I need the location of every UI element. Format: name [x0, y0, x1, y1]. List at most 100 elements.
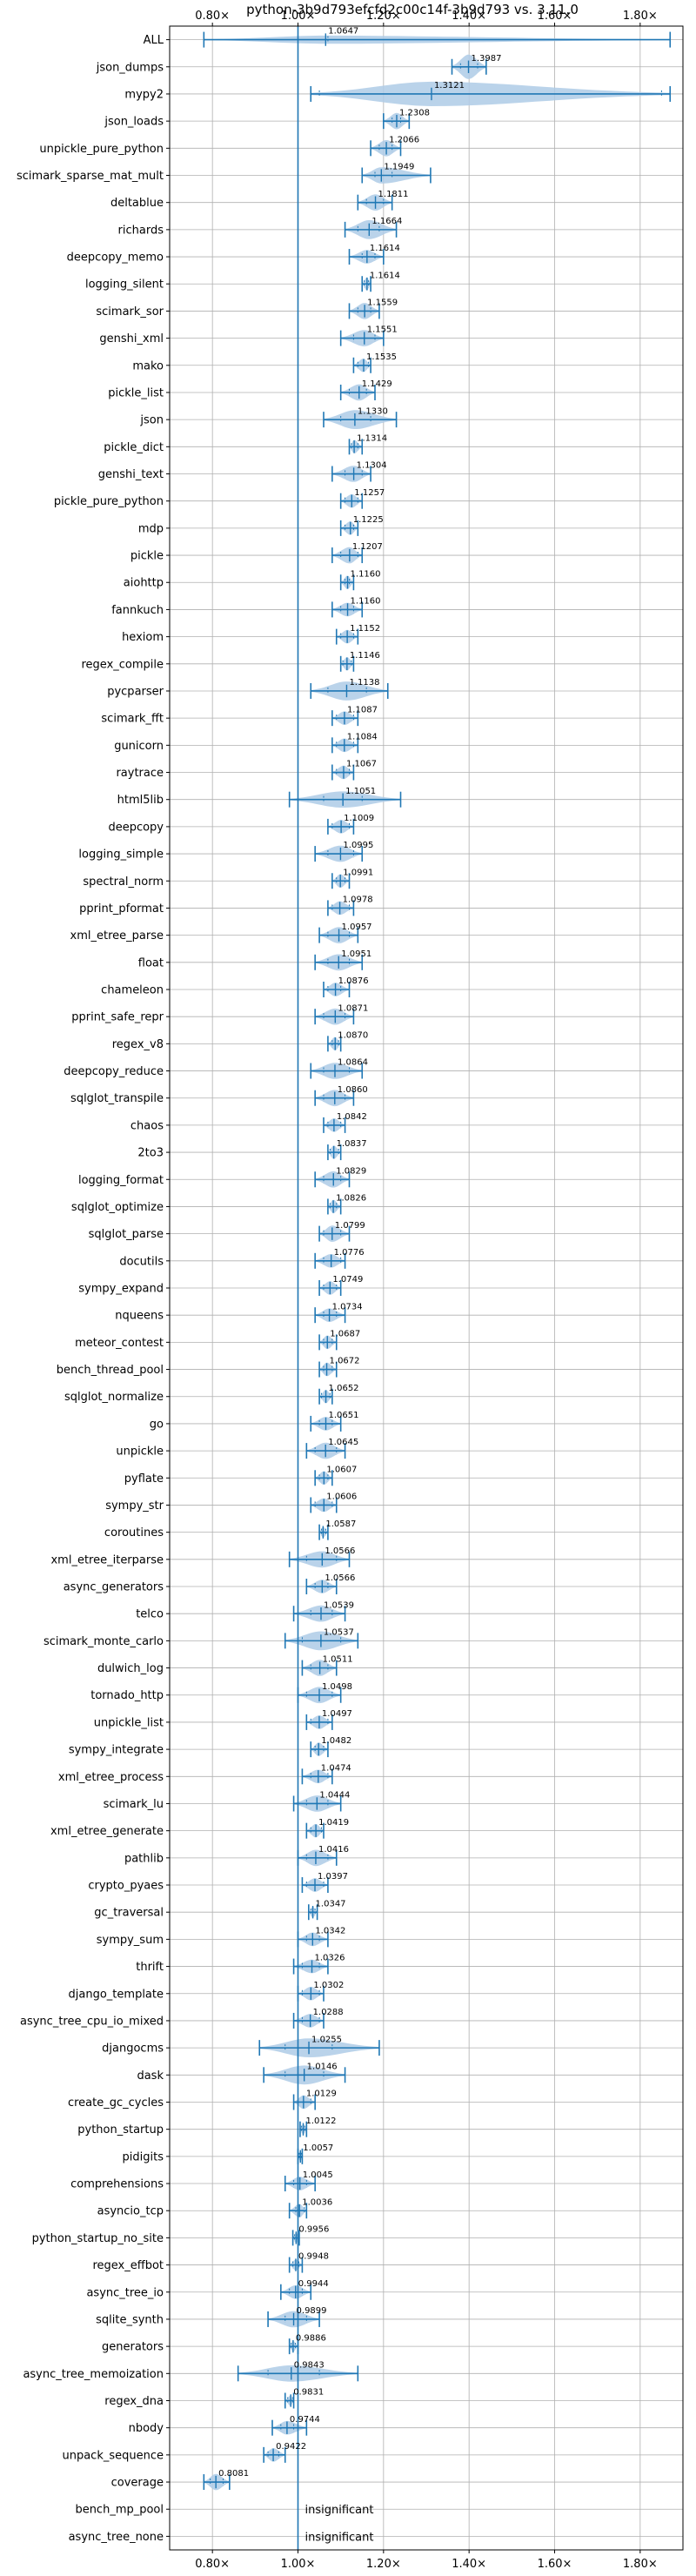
value-label: 0.8081 — [218, 2469, 249, 2479]
y-tick-label: mypy2 — [124, 88, 164, 101]
y-tick-label: pyflate — [124, 1472, 164, 1486]
y-tick-label: genshi_text — [98, 468, 164, 481]
value-label: 1.1207 — [352, 542, 383, 552]
y-tick-label: pycparser — [107, 685, 164, 698]
value-label: 1.0129 — [306, 2090, 337, 2099]
value-label: 1.0864 — [338, 1058, 368, 1068]
value-label: 1.3121 — [434, 81, 465, 91]
y-tick-label: nbody — [129, 2422, 164, 2435]
value-label: 1.0734 — [332, 1302, 363, 1311]
value-label: 1.0876 — [338, 976, 369, 986]
value-label: 1.0842 — [337, 1112, 367, 1122]
value-label: 1.1330 — [358, 406, 388, 416]
y-tick-label: html5lib — [117, 794, 164, 807]
y-tick-label: gunicorn — [114, 740, 164, 753]
value-label: 1.1304 — [357, 461, 387, 471]
y-tick-label: logging_format — [78, 1174, 164, 1187]
y-tick-label: scimark_sparse_mat_mult — [17, 170, 164, 183]
value-label: 1.0687 — [330, 1330, 360, 1339]
x-tick-label-top: 0.80× — [195, 10, 230, 23]
plot-frame — [169, 25, 684, 2551]
value-label: 1.0397 — [318, 1872, 348, 1882]
y-tick-label: scimark_fft — [101, 713, 164, 726]
chart-title: python-3b9d793efcfd2c00c14f-3b9d793 vs. … — [246, 2, 579, 17]
y-tick-label: asyncio_tcp — [97, 2205, 164, 2218]
y-tick-label: deltablue — [110, 197, 164, 210]
y-tick-label: xml_etree_parse — [70, 929, 164, 943]
y-tick-label: bench_thread_pool — [57, 1364, 164, 1377]
value-label: 1.1009 — [344, 814, 374, 823]
y-tick-label: json_dumps — [96, 61, 164, 74]
value-label: 1.1614 — [370, 271, 400, 280]
value-label: 1.0497 — [322, 1709, 352, 1719]
y-tick-label: xml_etree_generate — [50, 1825, 164, 1838]
value-label: 1.0419 — [318, 1818, 349, 1828]
y-tick-label: float — [138, 956, 164, 969]
y-tick-label: dask — [137, 2070, 164, 2083]
value-label: 1.0826 — [336, 1194, 366, 1204]
value-label: 1.1429 — [362, 379, 392, 389]
y-tick-label: sqlglot_optimize — [71, 1201, 164, 1214]
value-label: 1.0829 — [336, 1166, 366, 1176]
y-tick-label: ALL — [144, 34, 164, 47]
y-tick-label: pickle — [130, 550, 164, 563]
value-label: 1.0645 — [328, 1438, 358, 1447]
y-tick-label: bench_mp_pool — [75, 2504, 164, 2517]
x-tick-label-top: 1.40× — [452, 10, 486, 23]
y-tick-label: regex_dna — [104, 2395, 164, 2408]
value-label: 1.1559 — [367, 299, 398, 308]
x-tick-label-bottom: 1.00× — [281, 2558, 316, 2571]
y-tick-label: nqueens — [115, 1310, 164, 1323]
y-tick-label: django_template — [69, 1988, 164, 2001]
y-tick-label: unpack_sequence — [62, 2449, 164, 2462]
insignificant-label: insignificant — [305, 2504, 374, 2517]
value-label: 1.1146 — [350, 651, 380, 661]
value-label: 1.0776 — [334, 1248, 365, 1258]
y-tick-label: mako — [132, 359, 164, 372]
y-tick-label: hexiom — [122, 631, 164, 644]
y-tick-label: pickle_dict — [104, 441, 164, 454]
y-tick-label: async_tree_cpu_io_mixed — [20, 2015, 164, 2028]
y-tick-label: pickle_pure_python — [54, 495, 164, 508]
value-label: 1.0566 — [325, 1546, 355, 1556]
value-label: 1.0045 — [303, 2170, 333, 2180]
value-label: 0.9886 — [296, 2333, 326, 2343]
error-bar-layer — [203, 26, 672, 2550]
value-label: 0.9899 — [297, 2306, 327, 2316]
y-tick-label: docutils — [119, 1255, 164, 1268]
value-label: 1.0606 — [326, 1493, 357, 1502]
y-tick-label: xml_etree_iterparse — [50, 1553, 164, 1566]
y-tick-label: go — [150, 1418, 164, 1431]
value-label: 1.1257 — [354, 488, 385, 498]
y-tick-label: async_tree_none — [69, 2531, 164, 2544]
y-tick-label: sympy_str — [105, 1499, 164, 1513]
x-tick-label-bottom: 1.80× — [623, 2558, 658, 2571]
value-label: 1.0799 — [335, 1221, 365, 1231]
value-label: 1.1084 — [347, 732, 378, 741]
value-label: 1.1664 — [371, 217, 402, 226]
y-tick-label: xml_etree_process — [58, 1771, 164, 1784]
y-tick-label: sqlglot_transpile — [70, 1092, 164, 1105]
value-label: 1.0566 — [325, 1573, 355, 1583]
value-label: 1.1949 — [384, 163, 414, 172]
value-label: 1.1535 — [366, 352, 397, 362]
value-label: 1.1160 — [351, 597, 381, 607]
x-tick-label-top: 1.00× — [281, 10, 316, 23]
value-label: 1.2066 — [389, 135, 419, 144]
y-tick-label: pickle_list — [108, 386, 164, 399]
axis-layer: 0.80× 0.80× 1.00× 1.00× 1.20× 1.20× 1.40× 1.40×… — [17, 10, 658, 2571]
value-label: 1.0651 — [329, 1411, 359, 1420]
y-tick-label: thrift — [136, 1961, 164, 1974]
value-label: 1.3987 — [472, 54, 502, 64]
y-tick-label: crypto_pyaes — [88, 1880, 164, 1893]
y-tick-label: dulwich_log — [97, 1662, 164, 1675]
y-tick-label: sqlglot_normalize — [64, 1391, 164, 1404]
y-tick-label: async_tree_io — [86, 2286, 164, 2299]
y-tick-label: create_gc_cycles — [68, 2096, 164, 2110]
value-label: 0.9422 — [276, 2442, 306, 2452]
value-label: 1.0482 — [321, 1736, 351, 1746]
value-label: 0.9944 — [298, 2279, 329, 2289]
value-label: 1.1551 — [367, 325, 398, 335]
y-tick-label: chaos — [130, 1119, 164, 1132]
y-tick-label: scimark_sor — [96, 305, 164, 319]
